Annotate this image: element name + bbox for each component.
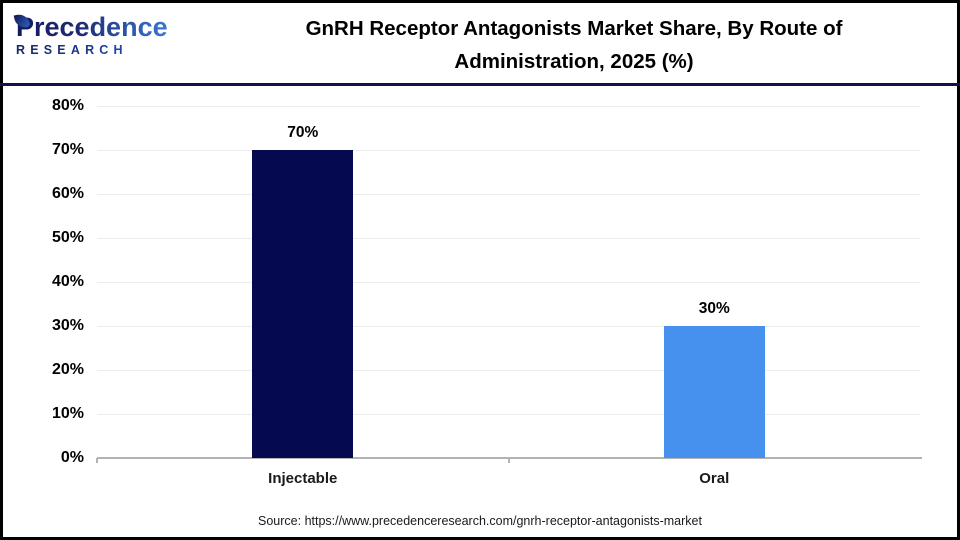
x-axis-label-oral: Oral [699,470,730,487]
y-axis-label-50: 50% [51,229,84,246]
bar-oral [663,326,765,458]
logo-name-text: Precedence [16,12,191,42]
chart-title-line2: Administration, 2025 (%) [454,50,694,73]
gridline-60 [97,194,920,195]
y-axis-label-40: 40% [51,273,84,290]
y-axis-label-20: 20% [51,361,84,378]
gridline-30 [97,326,920,327]
gridline-40 [97,282,920,283]
gridline-50 [97,238,920,239]
y-axis-label-70: 70% [51,141,84,158]
value-label-oral: 30% [698,300,730,317]
y-axis-label-0: 0% [60,449,84,466]
logo-sub-text: RESEARCH [16,43,191,57]
header-separator-line [0,83,960,86]
source-line: Source: https://www.precedenceresearch.c… [258,514,702,528]
bar-injectable [252,150,354,458]
chart-title-line1: GnRH Receptor Antagonists Market Share, … [305,17,843,40]
y-axis-label-10: 10% [51,405,84,422]
value-label-injectable: 70% [287,124,319,141]
x-axis-tick [96,458,98,463]
gridline-80 [97,106,920,107]
gridline-70 [97,150,920,151]
precedence-research-logo: Precedence RESEARCH [13,12,191,57]
y-axis-label-30: 30% [51,317,84,334]
y-axis-label-80: 80% [51,97,84,114]
header: Precedence RESEARCH GnRH Receptor Antago… [3,3,957,83]
x-axis-line [97,457,922,459]
gridline-10 [97,414,920,415]
chart-title: GnRH Receptor Antagonists Market Share, … [191,3,957,78]
y-axis-label-60: 60% [51,185,84,202]
x-axis-label-injectable: Injectable [268,470,338,487]
x-axis-tick [507,458,510,463]
gridline-20 [97,370,920,371]
plot-area: 0% 10% 20% 30% 40% 50% 60% 70% 80% 70% Injectable 3… [52,97,922,487]
